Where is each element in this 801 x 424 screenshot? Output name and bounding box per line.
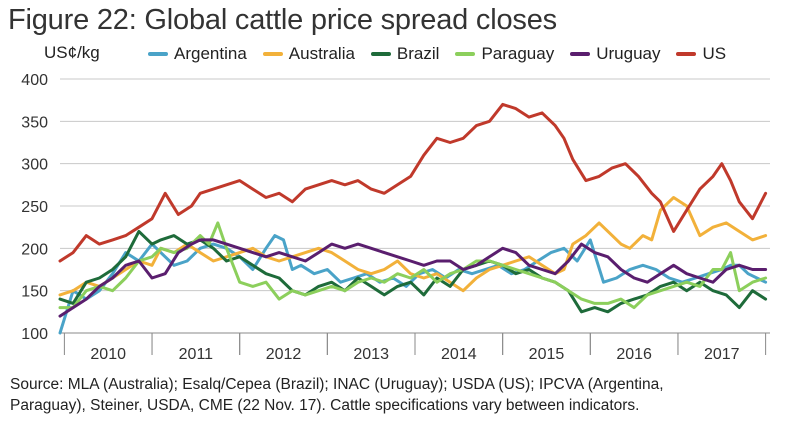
source-line-2: Paraguay), Steiner, USDA, CME (22 Nov. 1…: [10, 397, 640, 414]
y-tick-label: 150: [21, 284, 48, 301]
legend-item-us: US: [676, 44, 726, 64]
y-tick-label: 300: [21, 157, 48, 174]
legend-item-argentina: Argentina: [148, 44, 247, 64]
legend-swatch: [148, 52, 168, 56]
legend-item-brazil: Brazil: [370, 44, 440, 64]
legend-swatch: [570, 52, 591, 56]
legend-swatch: [370, 52, 391, 56]
legend-label: Australia: [288, 44, 355, 63]
legend-item-uruguay: Uruguay: [570, 44, 660, 64]
y-axis-label: US¢/kg: [44, 43, 100, 62]
source-note: Source: MLA (Australia); Esalq/Cepea (Br…: [10, 374, 795, 416]
x-tick-label: 2015: [529, 346, 565, 363]
series-line-uruguay: [58, 238, 768, 318]
legend-item-australia: Australia: [262, 44, 355, 64]
y-tick-label: 250: [21, 199, 48, 216]
source-line-1: Source: MLA (Australia); Esalq/Cepea (Br…: [10, 376, 664, 393]
y-tick-label: 100: [21, 326, 48, 343]
y-tick-label: 200: [21, 241, 48, 258]
chart-title: Figure 22: Global cattle price spread cl…: [8, 4, 557, 36]
y-tick-label: 400: [21, 72, 48, 89]
legend-swatch: [455, 52, 476, 56]
y-tick-label: 350: [21, 114, 48, 131]
series-line-paraguay: [58, 221, 768, 310]
legend-label: Paraguay: [481, 44, 555, 63]
legend-label: Brazil: [396, 44, 440, 63]
legend-swatch: [262, 52, 283, 56]
x-tick-label: 2010: [90, 346, 126, 363]
legend: Argentina Australia Brazil Paraguay Uruguay U…: [148, 44, 726, 64]
x-tick-label: 2017: [704, 346, 740, 363]
series-line-us: [58, 102, 768, 263]
x-tick-label: 2011: [179, 346, 214, 363]
x-tick-label: 2014: [441, 346, 477, 363]
x-tick-label: 2012: [266, 346, 302, 363]
legend-item-paraguay: Paraguay: [455, 44, 554, 64]
x-tick-label: 2013: [353, 346, 389, 363]
legend-label: Uruguay: [596, 44, 661, 63]
legend-label: Argentina: [174, 44, 247, 63]
legend-swatch: [676, 52, 697, 56]
x-tick-label: 2016: [616, 346, 652, 363]
legend-label: US: [702, 44, 727, 63]
